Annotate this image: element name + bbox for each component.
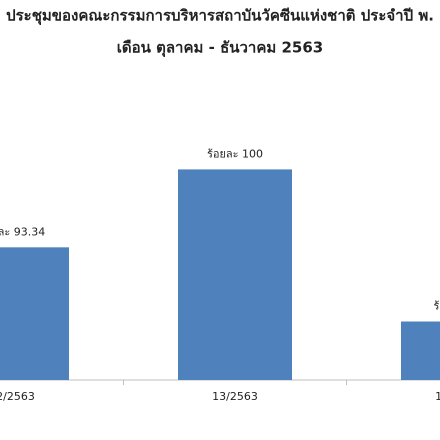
x-tick-label: 12/2563 xyxy=(0,390,35,403)
data-label: ร้อยละ 93.34 xyxy=(0,225,45,238)
chart-title: ประชุมของคณะกรรมการบริหารสถาบันวัคซีนแห่… xyxy=(6,7,434,26)
x-tick-label: 13/2563 xyxy=(212,390,258,403)
bar xyxy=(401,321,440,380)
data-label: ร้อยละ 87 xyxy=(433,300,440,313)
x-tick-label: 14/2563 xyxy=(435,390,440,403)
data-label: ร้อยละ 100 xyxy=(207,147,263,160)
chart-subtitle: เดือน ตุลาคม - ธันวาคม 2563 xyxy=(117,39,323,58)
bar xyxy=(0,247,69,380)
bar xyxy=(178,169,292,380)
